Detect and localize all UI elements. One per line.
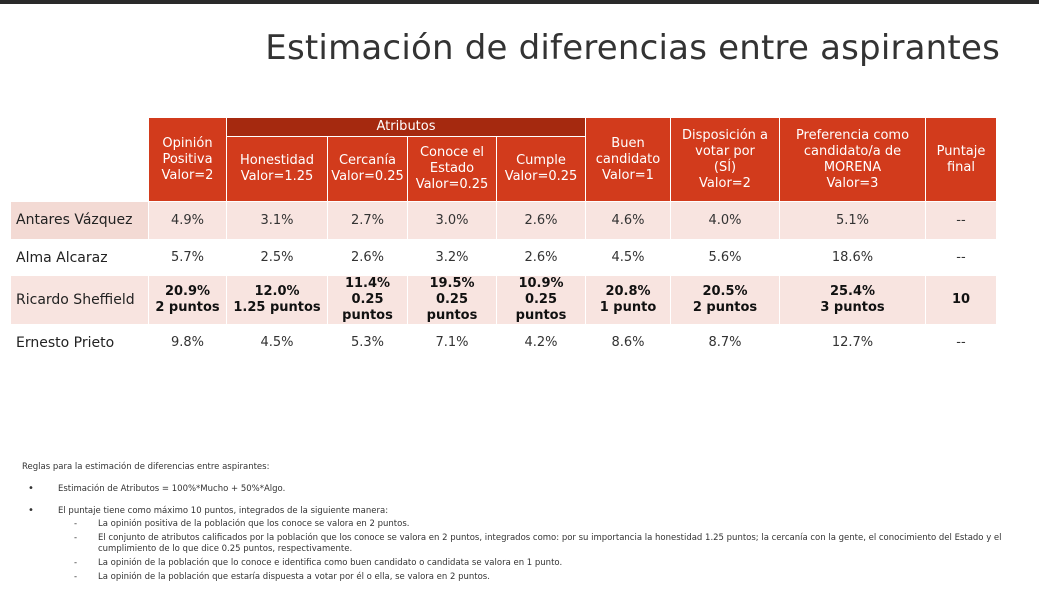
cell-cumple: 2.6% — [496, 239, 586, 276]
table-row: Ernesto Prieto 9.8% 4.5% 5.3% 7.1% 4.2% … — [10, 324, 997, 361]
cell-honestidad: 3.1% — [226, 201, 328, 239]
cell-buen: 20.8% 1 punto — [585, 276, 671, 324]
cell-cercania: 5.3% — [327, 324, 408, 361]
cell-preferencia: 18.6% — [779, 239, 926, 276]
candidate-name: Ernesto Prieto — [10, 324, 149, 361]
header-conoce-estado: Conoce el Estado Valor=0.25 — [407, 136, 497, 202]
rule-bullet-text: El puntaje tiene como máximo 10 puntos, … — [58, 506, 389, 516]
top-bar — [0, 0, 1039, 4]
header-puntaje-final: Puntaje final — [925, 117, 997, 202]
header-opinion: Opinión Positiva Valor=2 — [148, 117, 227, 202]
rule-subitem: La opinión positiva de la población que … — [58, 519, 1022, 530]
cell-cercania: 2.6% — [327, 239, 408, 276]
page-title: Estimación de diferencias entre aspirant… — [265, 28, 1000, 68]
candidate-name: Ricardo Sheffield — [10, 276, 149, 324]
cell-opinion: 20.9% 2 puntos — [148, 276, 227, 324]
header-empty — [10, 117, 149, 202]
cell-cumple: 4.2% — [496, 324, 586, 361]
header-honestidad: Honestidad Valor=1.25 — [226, 136, 328, 202]
table-row: Alma Alcaraz 5.7% 2.5% 2.6% 3.2% 2.6% 4.… — [10, 239, 997, 276]
cell-final: -- — [925, 324, 997, 361]
cell-buen: 4.6% — [585, 201, 671, 239]
cell-honestidad: 4.5% — [226, 324, 328, 361]
cell-final: -- — [925, 201, 997, 239]
cell-conoce: 3.0% — [407, 201, 497, 239]
cell-honestidad: 2.5% — [226, 239, 328, 276]
candidate-name: Alma Alcaraz — [10, 239, 149, 276]
cell-conoce: 3.2% — [407, 239, 497, 276]
rule-bullet: El puntaje tiene como máximo 10 puntos, … — [22, 505, 1022, 583]
cell-cumple: 2.6% — [496, 201, 586, 239]
cell-buen: 8.6% — [585, 324, 671, 361]
rules-list: Estimación de Atributos = 100%*Mucho + 5… — [22, 483, 1022, 583]
table-row: Antares Vázquez 4.9% 3.1% 2.7% 3.0% 2.6%… — [10, 201, 997, 239]
rule-subitem: La opinión de la población que lo conoce… — [58, 558, 1022, 569]
rule-bullet: Estimación de Atributos = 100%*Mucho + 5… — [22, 483, 1022, 494]
header-disposicion: Disposición a votar por (SÍ) Valor=2 — [670, 117, 780, 202]
cell-opinion: 9.8% — [148, 324, 227, 361]
cell-opinion: 5.7% — [148, 239, 227, 276]
candidate-name: Antares Vázquez — [10, 201, 149, 239]
cell-cercania: 2.7% — [327, 201, 408, 239]
cell-conoce: 7.1% — [407, 324, 497, 361]
header-cumple: Cumple Valor=0.25 — [496, 136, 586, 202]
cell-disposicion: 20.5% 2 puntos — [670, 276, 780, 324]
rule-subitem: La opinión de la población que estaría d… — [58, 572, 1022, 583]
cell-final: -- — [925, 239, 997, 276]
cell-conoce: 19.5% 0.25 puntos — [407, 276, 497, 324]
cell-buen: 4.5% — [585, 239, 671, 276]
cell-preferencia: 12.7% — [779, 324, 926, 361]
table-row: Ricardo Sheffield 20.9% 2 puntos 12.0% 1.2… — [10, 276, 997, 324]
cell-cumple: 10.9% 0.25 puntos — [496, 276, 586, 324]
rule-subitem: El conjunto de atributos calificados por… — [58, 533, 1022, 555]
rule-sublist: La opinión positiva de la población que … — [58, 519, 1022, 583]
candidates-table: Opinión Positiva Valor=2 Atributos Buen can… — [10, 117, 997, 361]
header-buen-candidato: Buen candidato Valor=1 — [585, 117, 671, 202]
cell-preferencia: 5.1% — [779, 201, 926, 239]
header-cercania: Cercanía Valor=0.25 — [327, 136, 408, 202]
rules-title: Reglas para la estimación de diferencias… — [22, 462, 270, 472]
header-preferencia: Preferencia como candidato/a de MORENA Valo… — [779, 117, 926, 202]
cell-opinion: 4.9% — [148, 201, 227, 239]
cell-disposicion: 4.0% — [670, 201, 780, 239]
rules-section: Reglas para la estimación de diferencias… — [22, 462, 1022, 586]
cell-preferencia: 25.4% 3 puntos — [779, 276, 926, 324]
cell-final: 10 — [925, 276, 997, 324]
cell-disposicion: 5.6% — [670, 239, 780, 276]
cell-disposicion: 8.7% — [670, 324, 780, 361]
cell-honestidad: 12.0% 1.25 puntos — [226, 276, 328, 324]
header-group-atributos: Atributos — [226, 117, 586, 137]
cell-cercania: 11.4% 0.25 puntos — [327, 276, 408, 324]
